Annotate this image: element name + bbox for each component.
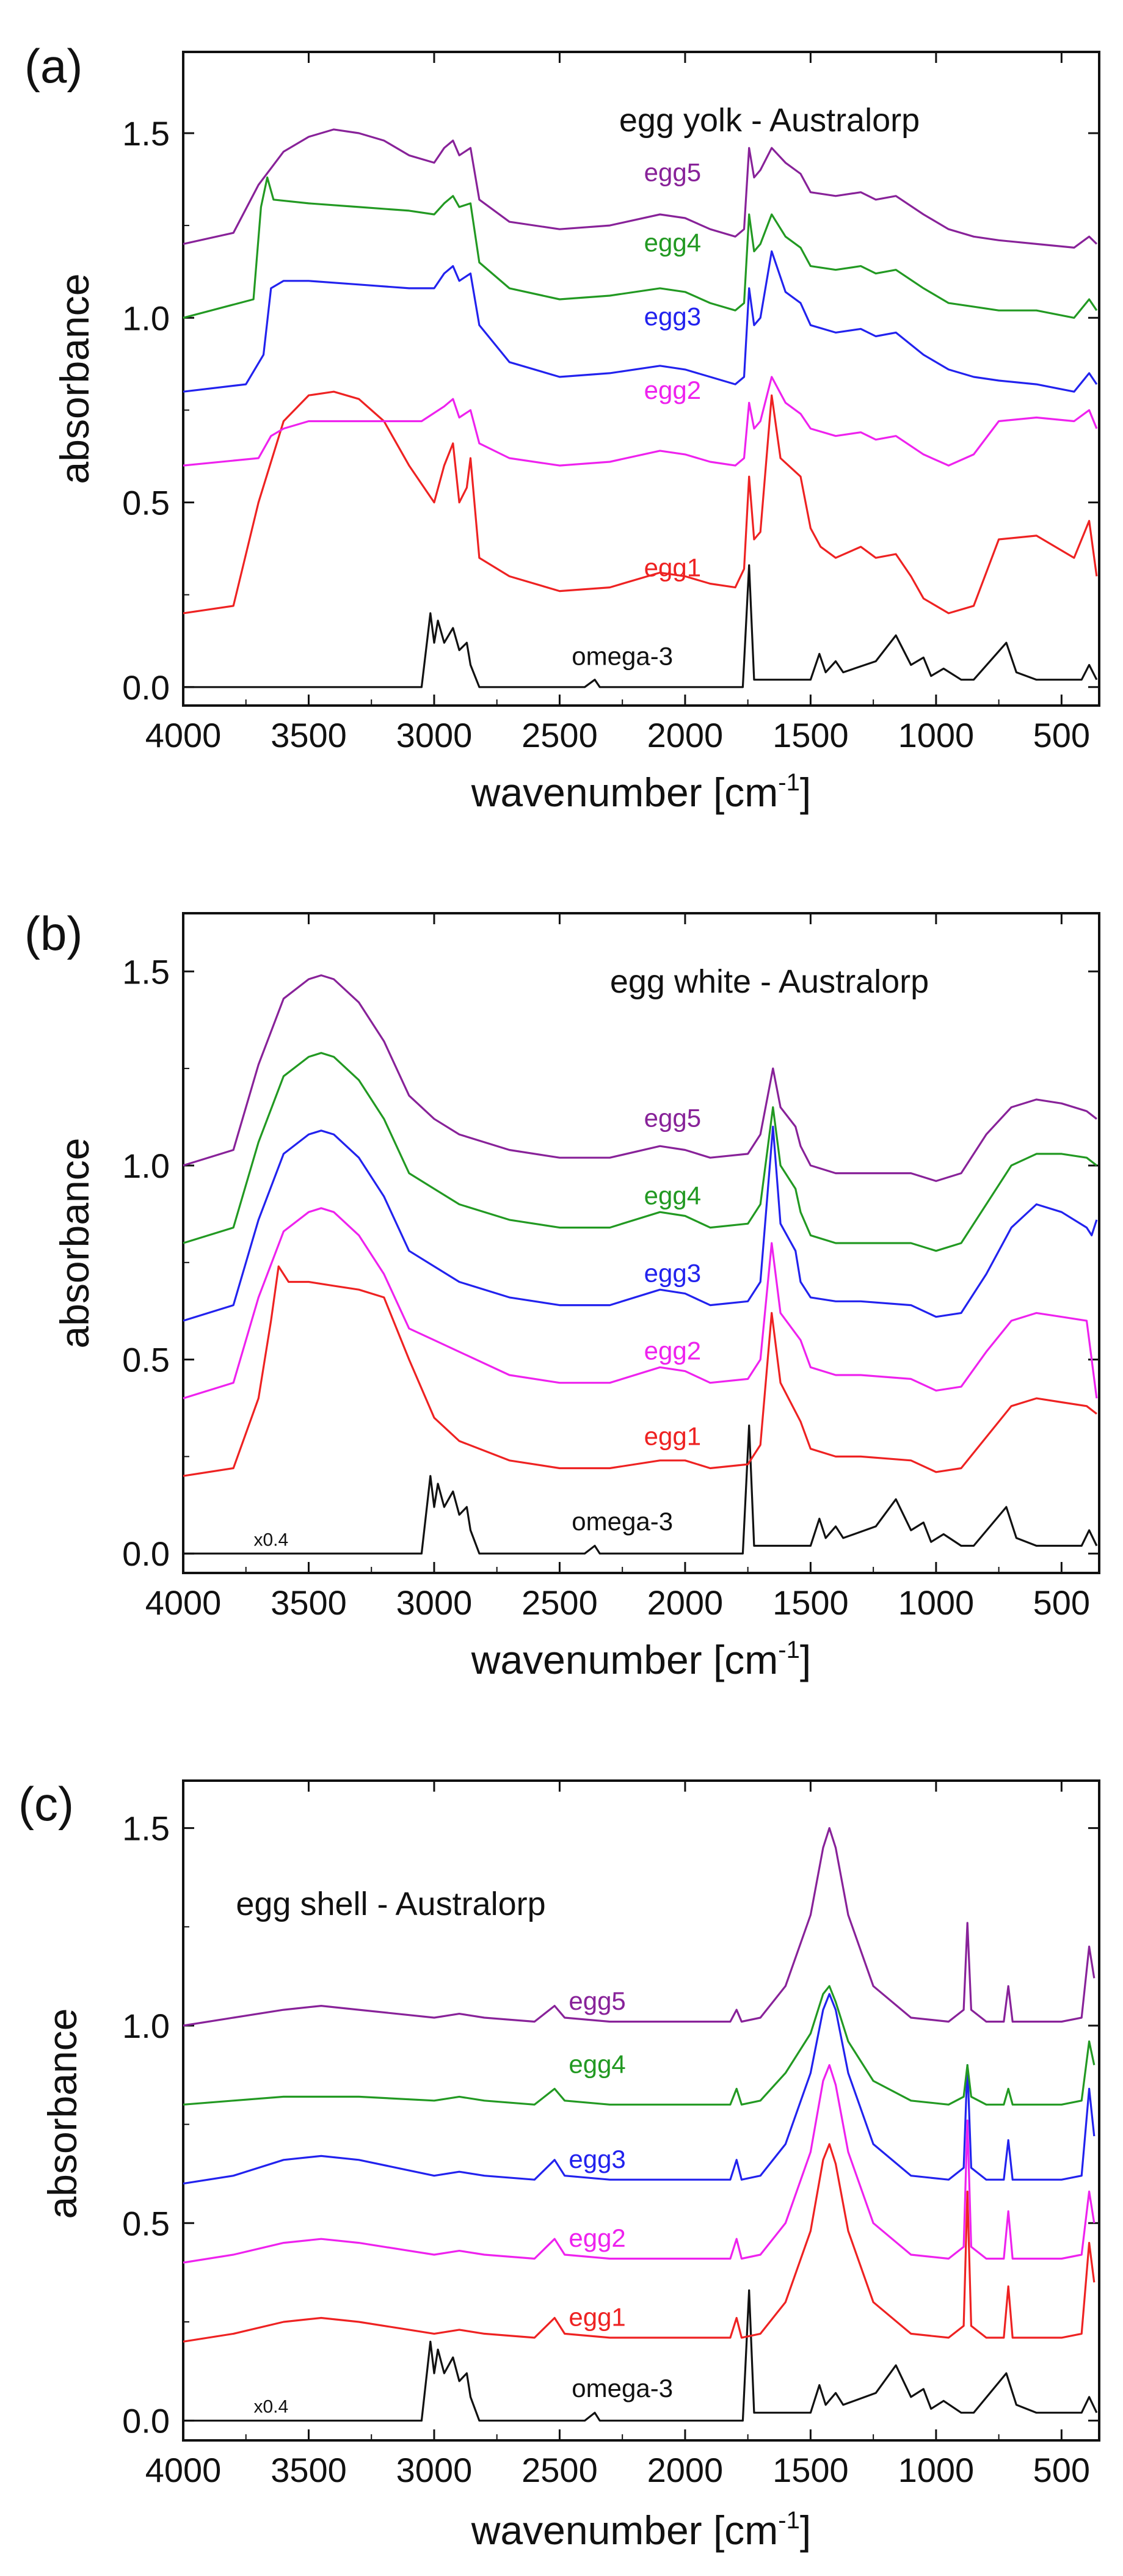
series-line-egg2 (183, 376, 1098, 467)
series-label-egg4: egg4 (569, 2050, 625, 2079)
x-tick-label: 2500 (522, 716, 598, 754)
x-tick-label: 3500 (271, 1583, 347, 1622)
scale-note-c: x0.4 (253, 2397, 288, 2417)
y-tick-label: 0.5 (122, 484, 170, 522)
series-label-egg1: egg1 (569, 2302, 625, 2331)
x-tick-label: 4000 (145, 1583, 222, 1622)
series-line-egg1 (183, 1265, 1097, 1477)
chart-title-c: egg shell - Australorp (236, 1886, 545, 1922)
series-label-egg3: egg3 (569, 2145, 625, 2173)
series-line-omega-3 (183, 2289, 1098, 2422)
x-tick-label: 4000 (145, 2451, 222, 2489)
y-tick-label: 0.0 (122, 668, 170, 707)
x-tick-label: 500 (1033, 716, 1090, 754)
y-tick-label: 1.5 (122, 952, 170, 991)
x-tick-label: 1000 (898, 716, 975, 754)
chart-title-b: egg white - Australorp (610, 963, 929, 1000)
y-tick-label: 1.0 (122, 2007, 170, 2045)
plot-frame (182, 51, 1100, 707)
x-tick-label: 500 (1033, 1583, 1090, 1622)
x-tick-label: 2000 (647, 716, 724, 754)
series-line-egg4 (183, 176, 1098, 319)
series-line-egg1 (183, 2143, 1096, 2343)
series-label-egg2: egg2 (569, 2224, 625, 2252)
panel-label-b: (b) (24, 907, 82, 960)
series-line-omega-3 (183, 564, 1098, 688)
series-label-egg4: egg4 (644, 1181, 701, 1210)
series-line-egg3 (183, 1125, 1098, 1322)
plot-frame (182, 1779, 1100, 2442)
series-label-egg3: egg3 (644, 1259, 701, 1288)
y-tick-label: 1.5 (122, 114, 170, 153)
x-tick-label: 1500 (772, 1583, 849, 1622)
series-label-egg4: egg4 (644, 228, 701, 257)
xlabel-a: wavenumber [cm-1] (471, 769, 811, 815)
y-tick-label: 1.0 (122, 299, 170, 337)
chart-title-a: egg yolk - Australorp (619, 102, 920, 139)
series-line-egg5 (183, 128, 1098, 249)
series-label-egg2: egg2 (644, 1337, 701, 1365)
series-label-omega-3: omega-3 (572, 2374, 673, 2403)
y-tick-label: 0.0 (122, 1534, 170, 1573)
series-label-egg5: egg5 (644, 158, 701, 187)
series-line-egg3 (183, 250, 1098, 393)
y-tick-label: 1.5 (122, 1809, 170, 1848)
ylabel-c: absorbance (40, 2009, 85, 2219)
x-tick-label: 3500 (271, 2451, 347, 2489)
panel-a: (a) egg yolk - Australorp absorbance wav… (24, 39, 1100, 815)
panel-label-a: (a) (24, 39, 82, 93)
series-line-egg1 (183, 390, 1098, 615)
series-line-egg5 (183, 1827, 1096, 2027)
x-tick-label: 500 (1033, 2451, 1090, 2489)
x-tick-label: 3500 (271, 716, 347, 754)
x-tick-label: 3000 (396, 2451, 473, 2489)
panel-c: (c) egg shell - Australorp absorbance wa… (18, 1777, 1100, 2553)
panel-b: (b) egg white - Australorp absorbance wa… (24, 907, 1100, 1682)
series-label-omega-3: omega-3 (572, 642, 673, 671)
scale-note-b: x0.4 (253, 1530, 288, 1550)
xlabel-b: wavenumber [cm-1] (471, 1636, 811, 1682)
y-tick-label: 1.0 (122, 1147, 170, 1185)
series-line-egg4 (183, 1052, 1097, 1252)
series-line-egg5 (183, 974, 1097, 1182)
series-line-omega-3 (183, 1425, 1098, 1555)
x-tick-label: 3000 (396, 716, 473, 754)
x-tick-label: 2500 (522, 1583, 598, 1622)
series-label-egg2: egg2 (644, 376, 701, 404)
series-line-egg2 (183, 1207, 1098, 1399)
x-tick-label: 2500 (522, 2451, 598, 2489)
y-tick-label: 0.5 (122, 2204, 170, 2242)
series-line-egg4 (183, 1985, 1096, 2106)
series-line-egg2 (183, 2064, 1096, 2264)
series-label-egg1: egg1 (644, 553, 701, 582)
y-tick-label: 0.0 (122, 2402, 170, 2440)
y-tick-label: 0.5 (122, 1341, 170, 1379)
x-tick-label: 2000 (647, 1583, 724, 1622)
x-tick-label: 1000 (898, 1583, 975, 1622)
x-tick-label: 1500 (772, 2451, 849, 2489)
series-label-egg3: egg3 (644, 302, 701, 330)
series-label-omega-3: omega-3 (572, 1507, 673, 1536)
series-line-egg3 (183, 1993, 1096, 2185)
series-label-egg1: egg1 (644, 1421, 701, 1450)
x-tick-label: 2000 (647, 2451, 724, 2489)
x-tick-label: 1000 (898, 2451, 975, 2489)
ylabel-b: absorbance (52, 1138, 97, 1349)
x-tick-label: 4000 (145, 716, 222, 754)
series-label-egg5: egg5 (569, 1987, 625, 2015)
xlabel-c: wavenumber [cm-1] (471, 2507, 811, 2553)
ylabel-a: absorbance (52, 274, 97, 484)
panel-label-c: (c) (18, 1777, 74, 1831)
x-tick-label: 3000 (396, 1583, 473, 1622)
series-label-egg5: egg5 (644, 1103, 701, 1132)
x-tick-label: 1500 (772, 716, 849, 754)
